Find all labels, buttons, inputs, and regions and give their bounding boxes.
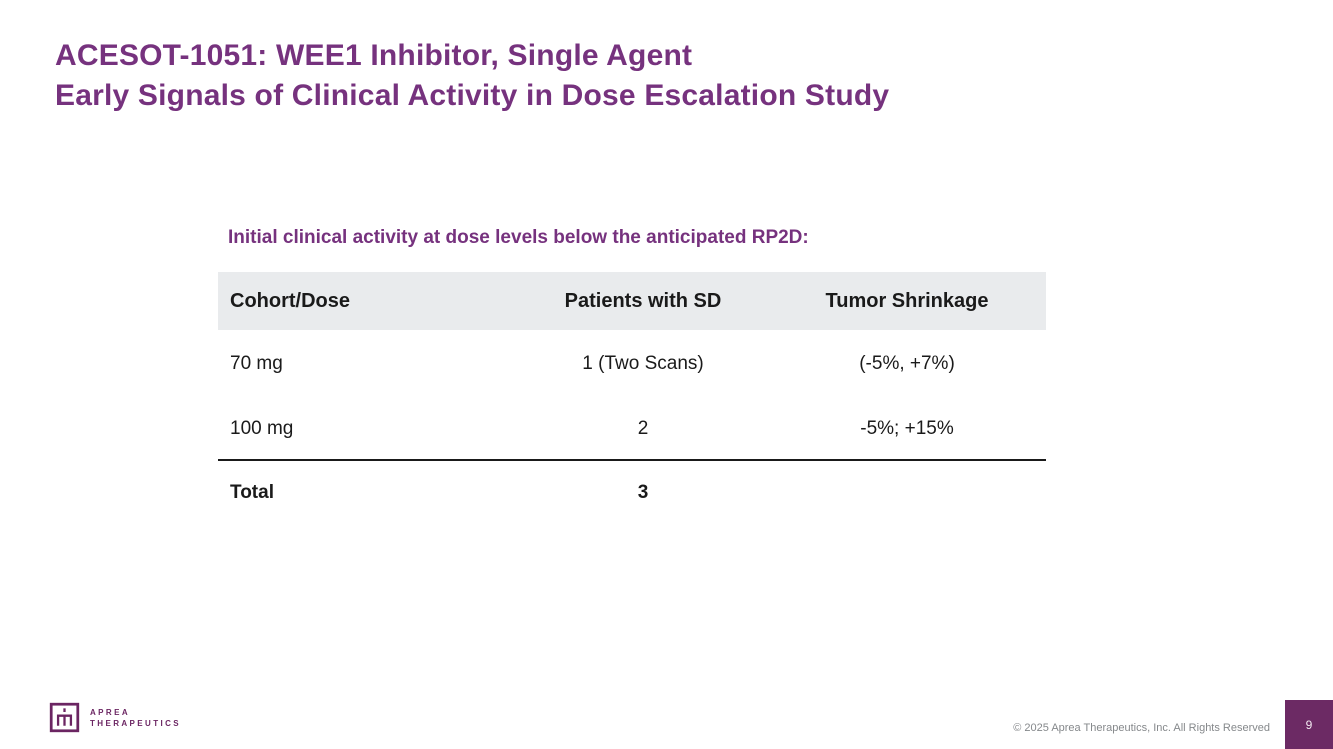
cell-shrinkage: -5%; +15%	[860, 417, 954, 439]
table-row: 100 mg 2 -5%; +15%	[218, 398, 1046, 460]
cell-cohort: 100 mg	[230, 417, 294, 439]
logo-wordmark-line2: THERAPEUTICS	[90, 718, 182, 728]
cell-patients: 1 (Two Scans)	[582, 353, 704, 374]
header-cohort-dose: Cohort/Dose	[218, 272, 518, 330]
cell-shrinkage: (-5%, +7%)	[859, 353, 955, 374]
table-total-row: Total 3	[218, 459, 1046, 525]
logo-wordmark-line1: APREA	[90, 707, 131, 717]
intro-statement: Initial clinical activity at dose levels…	[228, 227, 809, 248]
cell-cohort: 70 mg	[230, 353, 283, 374]
slide-title: ACESOT-1051: WEE1 Inhibitor, Single Agen…	[55, 36, 889, 116]
page-number-badge: 9	[1285, 700, 1333, 749]
clinical-activity-table: Cohort/Dose Patients with SD Tumor Shrin…	[218, 272, 1046, 525]
slide-title-line2: Early Signals of Clinical Activity in Do…	[55, 79, 890, 112]
header-patients-with-sd: Patients with SD	[518, 272, 768, 330]
cell-total-patients: 3	[518, 459, 768, 525]
logo-wordmark: APREA THERAPEUTICS	[90, 707, 181, 729]
cell-patients: 2	[637, 417, 649, 439]
aprea-logo-icon	[49, 702, 80, 733]
header-tumor-shrinkage: Tumor Shrinkage	[768, 272, 1046, 330]
slide-title-line1: ACESOT-1051: WEE1 Inhibitor, Single Agen…	[55, 39, 693, 72]
table-row: 70 mg 1 (Two Scans) (-5%, +7%)	[218, 330, 1046, 398]
table-header-row: Cohort/Dose Patients with SD Tumor Shrin…	[218, 272, 1046, 330]
cell-total-label: Total	[218, 459, 518, 525]
copyright-notice: © 2025 Aprea Therapeutics, Inc. All Righ…	[1013, 722, 1270, 734]
page-number: 9	[1305, 717, 1313, 732]
cell-total-shrinkage	[768, 459, 1046, 525]
aprea-therapeutics-logo: APREA THERAPEUTICS	[48, 701, 181, 734]
